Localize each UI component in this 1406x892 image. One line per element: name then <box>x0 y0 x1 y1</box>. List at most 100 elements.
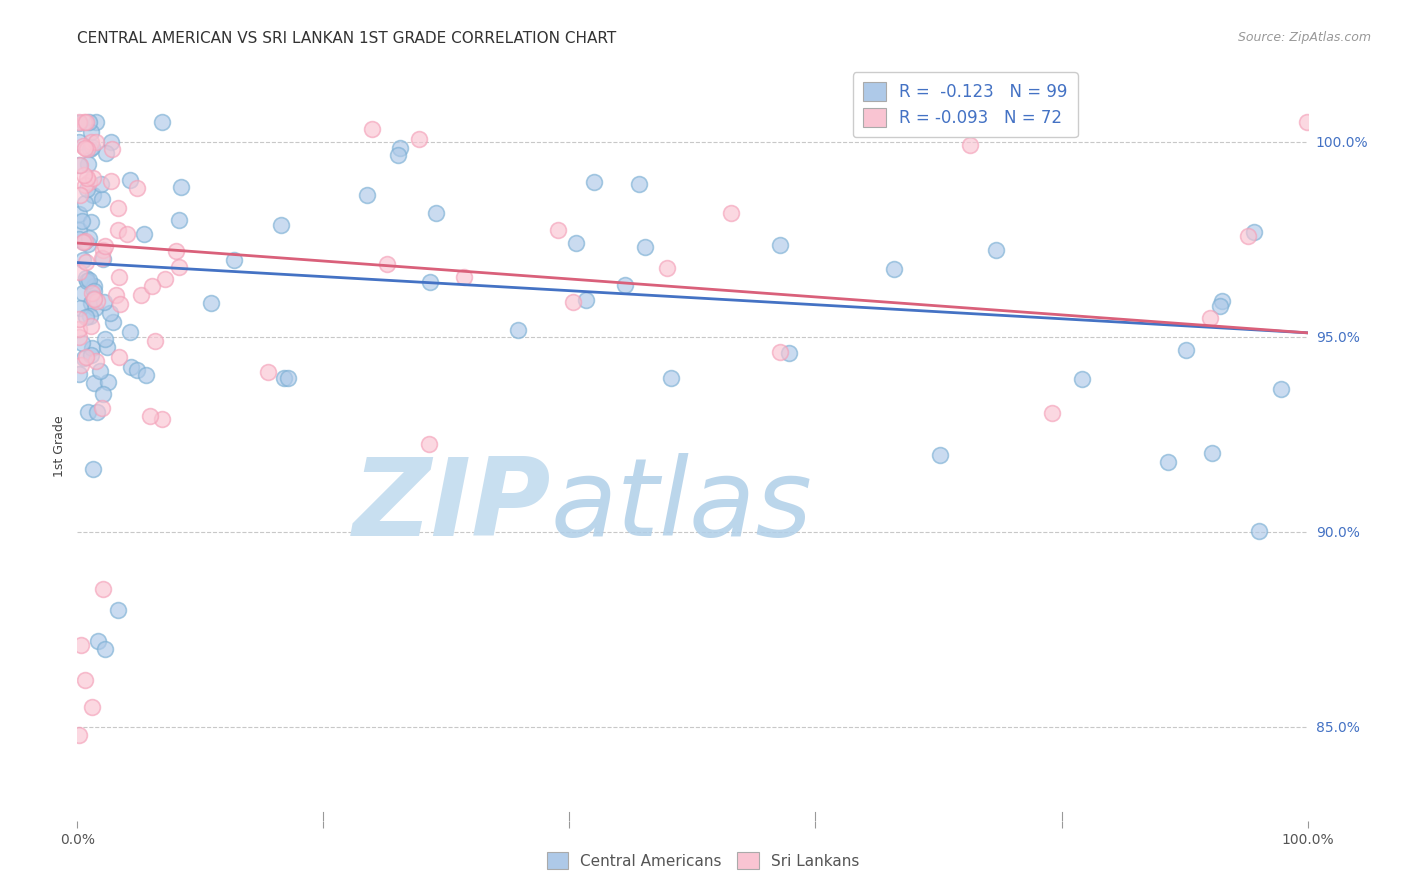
Point <box>614 278 637 293</box>
Point <box>67 232 90 246</box>
Point <box>72 138 94 153</box>
Point <box>270 218 292 232</box>
Point <box>1070 372 1092 386</box>
Point <box>1247 524 1270 538</box>
Point <box>361 122 384 136</box>
Point <box>1042 405 1064 419</box>
Point <box>120 359 142 374</box>
Point <box>418 276 440 290</box>
Point <box>75 271 97 285</box>
Point <box>90 192 112 206</box>
Point <box>80 140 103 154</box>
Point <box>127 180 149 194</box>
Point <box>76 274 98 288</box>
Point <box>375 257 398 271</box>
Point <box>547 222 569 236</box>
Point <box>86 354 108 368</box>
Text: CENTRAL AMERICAN VS SRI LANKAN 1ST GRADE CORRELATION CHART: CENTRAL AMERICAN VS SRI LANKAN 1ST GRADE… <box>77 31 617 46</box>
Point <box>634 240 657 254</box>
Point <box>561 295 583 310</box>
Point <box>150 115 173 129</box>
Y-axis label: 1st Grade: 1st Grade <box>53 415 66 477</box>
Point <box>77 115 100 129</box>
Point <box>108 351 131 365</box>
Point <box>73 115 96 129</box>
Point <box>129 287 152 301</box>
Point <box>86 405 108 419</box>
Point <box>1198 311 1220 326</box>
Point <box>107 223 129 237</box>
Point <box>79 309 101 323</box>
Point <box>67 312 90 326</box>
Point <box>222 253 245 268</box>
Point <box>575 293 598 307</box>
Point <box>69 157 91 171</box>
Point <box>83 376 105 390</box>
Point <box>77 175 100 189</box>
Point <box>425 205 447 219</box>
Point <box>153 272 176 286</box>
Point <box>76 404 98 418</box>
Point <box>94 641 117 656</box>
Text: Source: ZipAtlas.com: Source: ZipAtlas.com <box>1237 31 1371 45</box>
Point <box>90 178 112 192</box>
Point <box>82 700 104 714</box>
Point <box>73 235 96 250</box>
Point <box>659 371 682 385</box>
Text: ZIP: ZIP <box>353 453 551 559</box>
Point <box>769 345 792 359</box>
Point <box>77 157 100 171</box>
Point <box>67 329 90 343</box>
Point <box>69 358 91 372</box>
Point <box>67 223 90 237</box>
Point <box>1296 115 1319 129</box>
Point <box>984 243 1007 257</box>
Point <box>1211 294 1233 309</box>
Point <box>408 132 430 146</box>
Point <box>83 291 105 305</box>
Point <box>80 319 103 334</box>
Point <box>118 173 141 187</box>
Point <box>94 239 117 253</box>
Point <box>387 147 409 161</box>
Point <box>91 244 114 258</box>
Point <box>73 178 96 193</box>
Point <box>82 341 104 355</box>
Point <box>1236 228 1258 243</box>
Point <box>277 371 299 385</box>
Point <box>107 201 129 215</box>
Point <box>100 135 122 149</box>
Point <box>80 286 103 301</box>
Point <box>93 332 115 346</box>
Point <box>1156 455 1178 469</box>
Point <box>73 196 96 211</box>
Point <box>100 173 122 187</box>
Point <box>72 285 94 300</box>
Point <box>83 293 105 307</box>
Point <box>84 301 107 315</box>
Point <box>141 279 163 293</box>
Point <box>75 350 97 364</box>
Point <box>135 368 157 382</box>
Point <box>84 135 107 149</box>
Point <box>80 215 103 229</box>
Point <box>256 365 278 379</box>
Point <box>73 168 96 182</box>
Point <box>929 448 952 462</box>
Point <box>883 262 905 277</box>
Point <box>69 638 91 652</box>
Point <box>90 251 112 265</box>
Point <box>200 295 222 310</box>
Point <box>90 401 112 416</box>
Point <box>167 260 190 274</box>
Point <box>75 310 97 325</box>
Point <box>79 348 101 362</box>
Point <box>91 252 114 266</box>
Point <box>80 125 103 139</box>
Point <box>167 213 190 227</box>
Point <box>79 296 101 310</box>
Point <box>356 188 378 202</box>
Text: atlas: atlas <box>551 453 813 558</box>
Point <box>83 284 105 298</box>
Point <box>565 236 588 251</box>
